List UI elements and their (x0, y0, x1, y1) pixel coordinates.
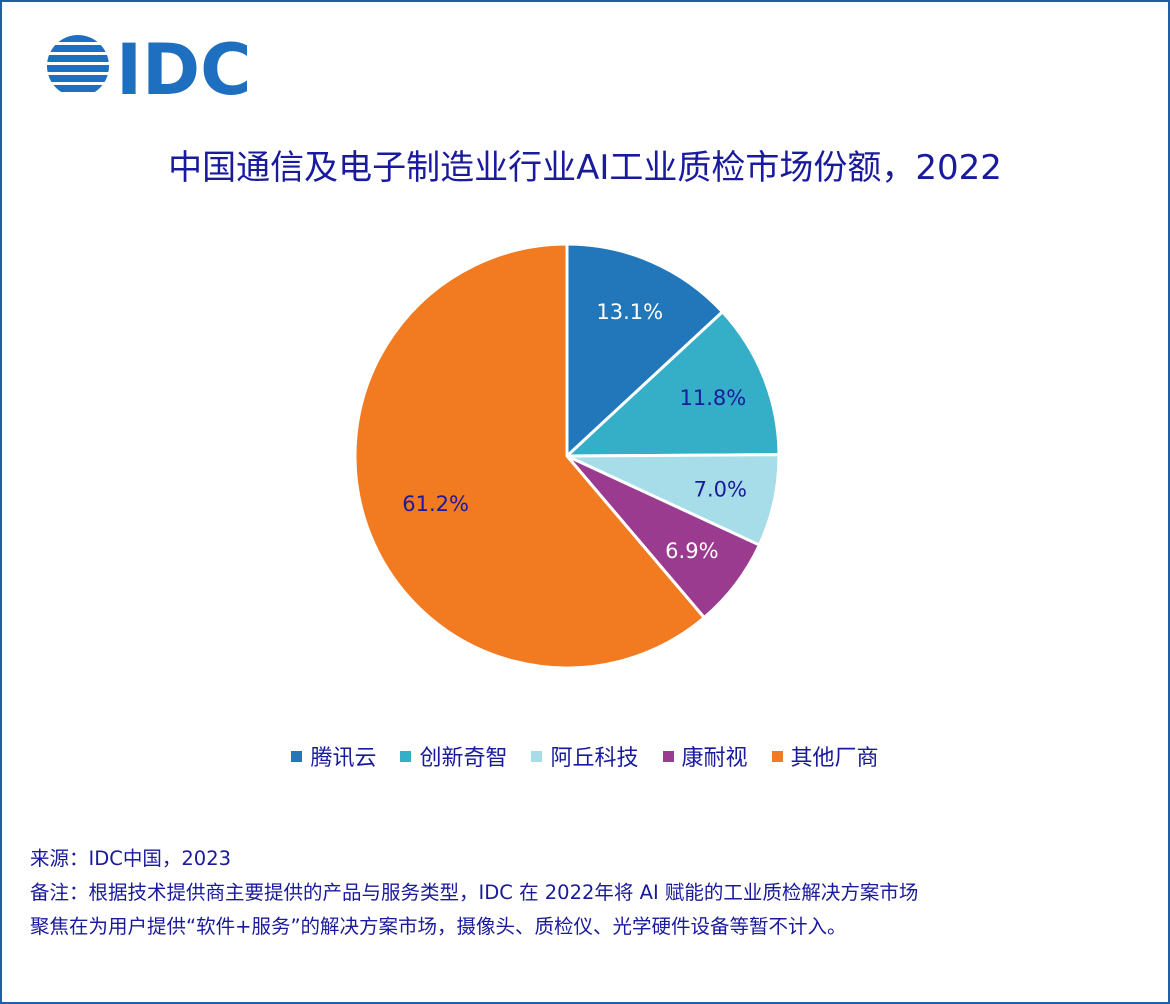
legend-item-4: 康耐视 (662, 740, 748, 772)
legend-label-5: 其他厂商 (790, 746, 879, 771)
pie-label-4: 6.9% (665, 539, 718, 563)
pie-labels: 13.1% 11.8% 7.0% 6.9% 61.2% (402, 300, 747, 563)
legend: 腾讯云 创新奇智 阿丘科技 康耐视 其他厂商 (2, 740, 1168, 772)
footer: 来源：IDC中国，2023 备注：根据技术提供商主要提供的产品与服务类型，IDC… (30, 842, 1140, 944)
legend-item-3: 阿丘科技 (531, 740, 639, 772)
legend-swatch-4 (662, 750, 674, 762)
pie-slice-5 (353, 242, 706, 670)
globe-icon (47, 35, 109, 92)
pie-slices (353, 242, 781, 670)
note-line-1: 备注：根据技术提供商主要提供的产品与服务类型，IDC 在 2022年将 AI 赋… (30, 881, 919, 904)
legend-swatch-3 (531, 750, 543, 762)
pie-slice-2 (565, 310, 781, 458)
pie-label-1: 13.1% (596, 300, 663, 324)
legend-swatch-1 (291, 750, 303, 762)
source-text: 来源：IDC中国，2023 (30, 847, 232, 870)
chart-title: 中国通信及电子制造业行业AI工业质检市场份额，2022 (168, 148, 1002, 188)
idc-logo: IDC (46, 32, 266, 100)
idc-logo-icon: IDC (47, 32, 252, 100)
note-line-2: 聚焦在为用户提供“软件+服务”的解决方案市场，摄像头、质检仪、光学硬件设备等暂不… (30, 915, 847, 938)
pie-label-3: 7.0% (694, 477, 747, 501)
legend-item-5: 其他厂商 (771, 740, 879, 772)
legend-label-2: 创新奇智 (419, 746, 508, 771)
pie-slice-1 (565, 242, 724, 458)
pie-label-5: 61.2% (402, 492, 469, 516)
legend-label-4: 康耐视 (681, 746, 748, 771)
legend-swatch-5 (771, 750, 783, 762)
legend-item-2: 创新奇智 (400, 740, 507, 772)
legend-label-3: 阿丘科技 (550, 746, 639, 771)
logo-text: IDC (116, 32, 252, 100)
pie-label-2: 11.8% (680, 386, 747, 410)
legend-swatch-2 (400, 750, 412, 762)
legend-item-1: 腾讯云 (291, 740, 376, 772)
legend-label-1: 腾讯云 (310, 746, 377, 771)
